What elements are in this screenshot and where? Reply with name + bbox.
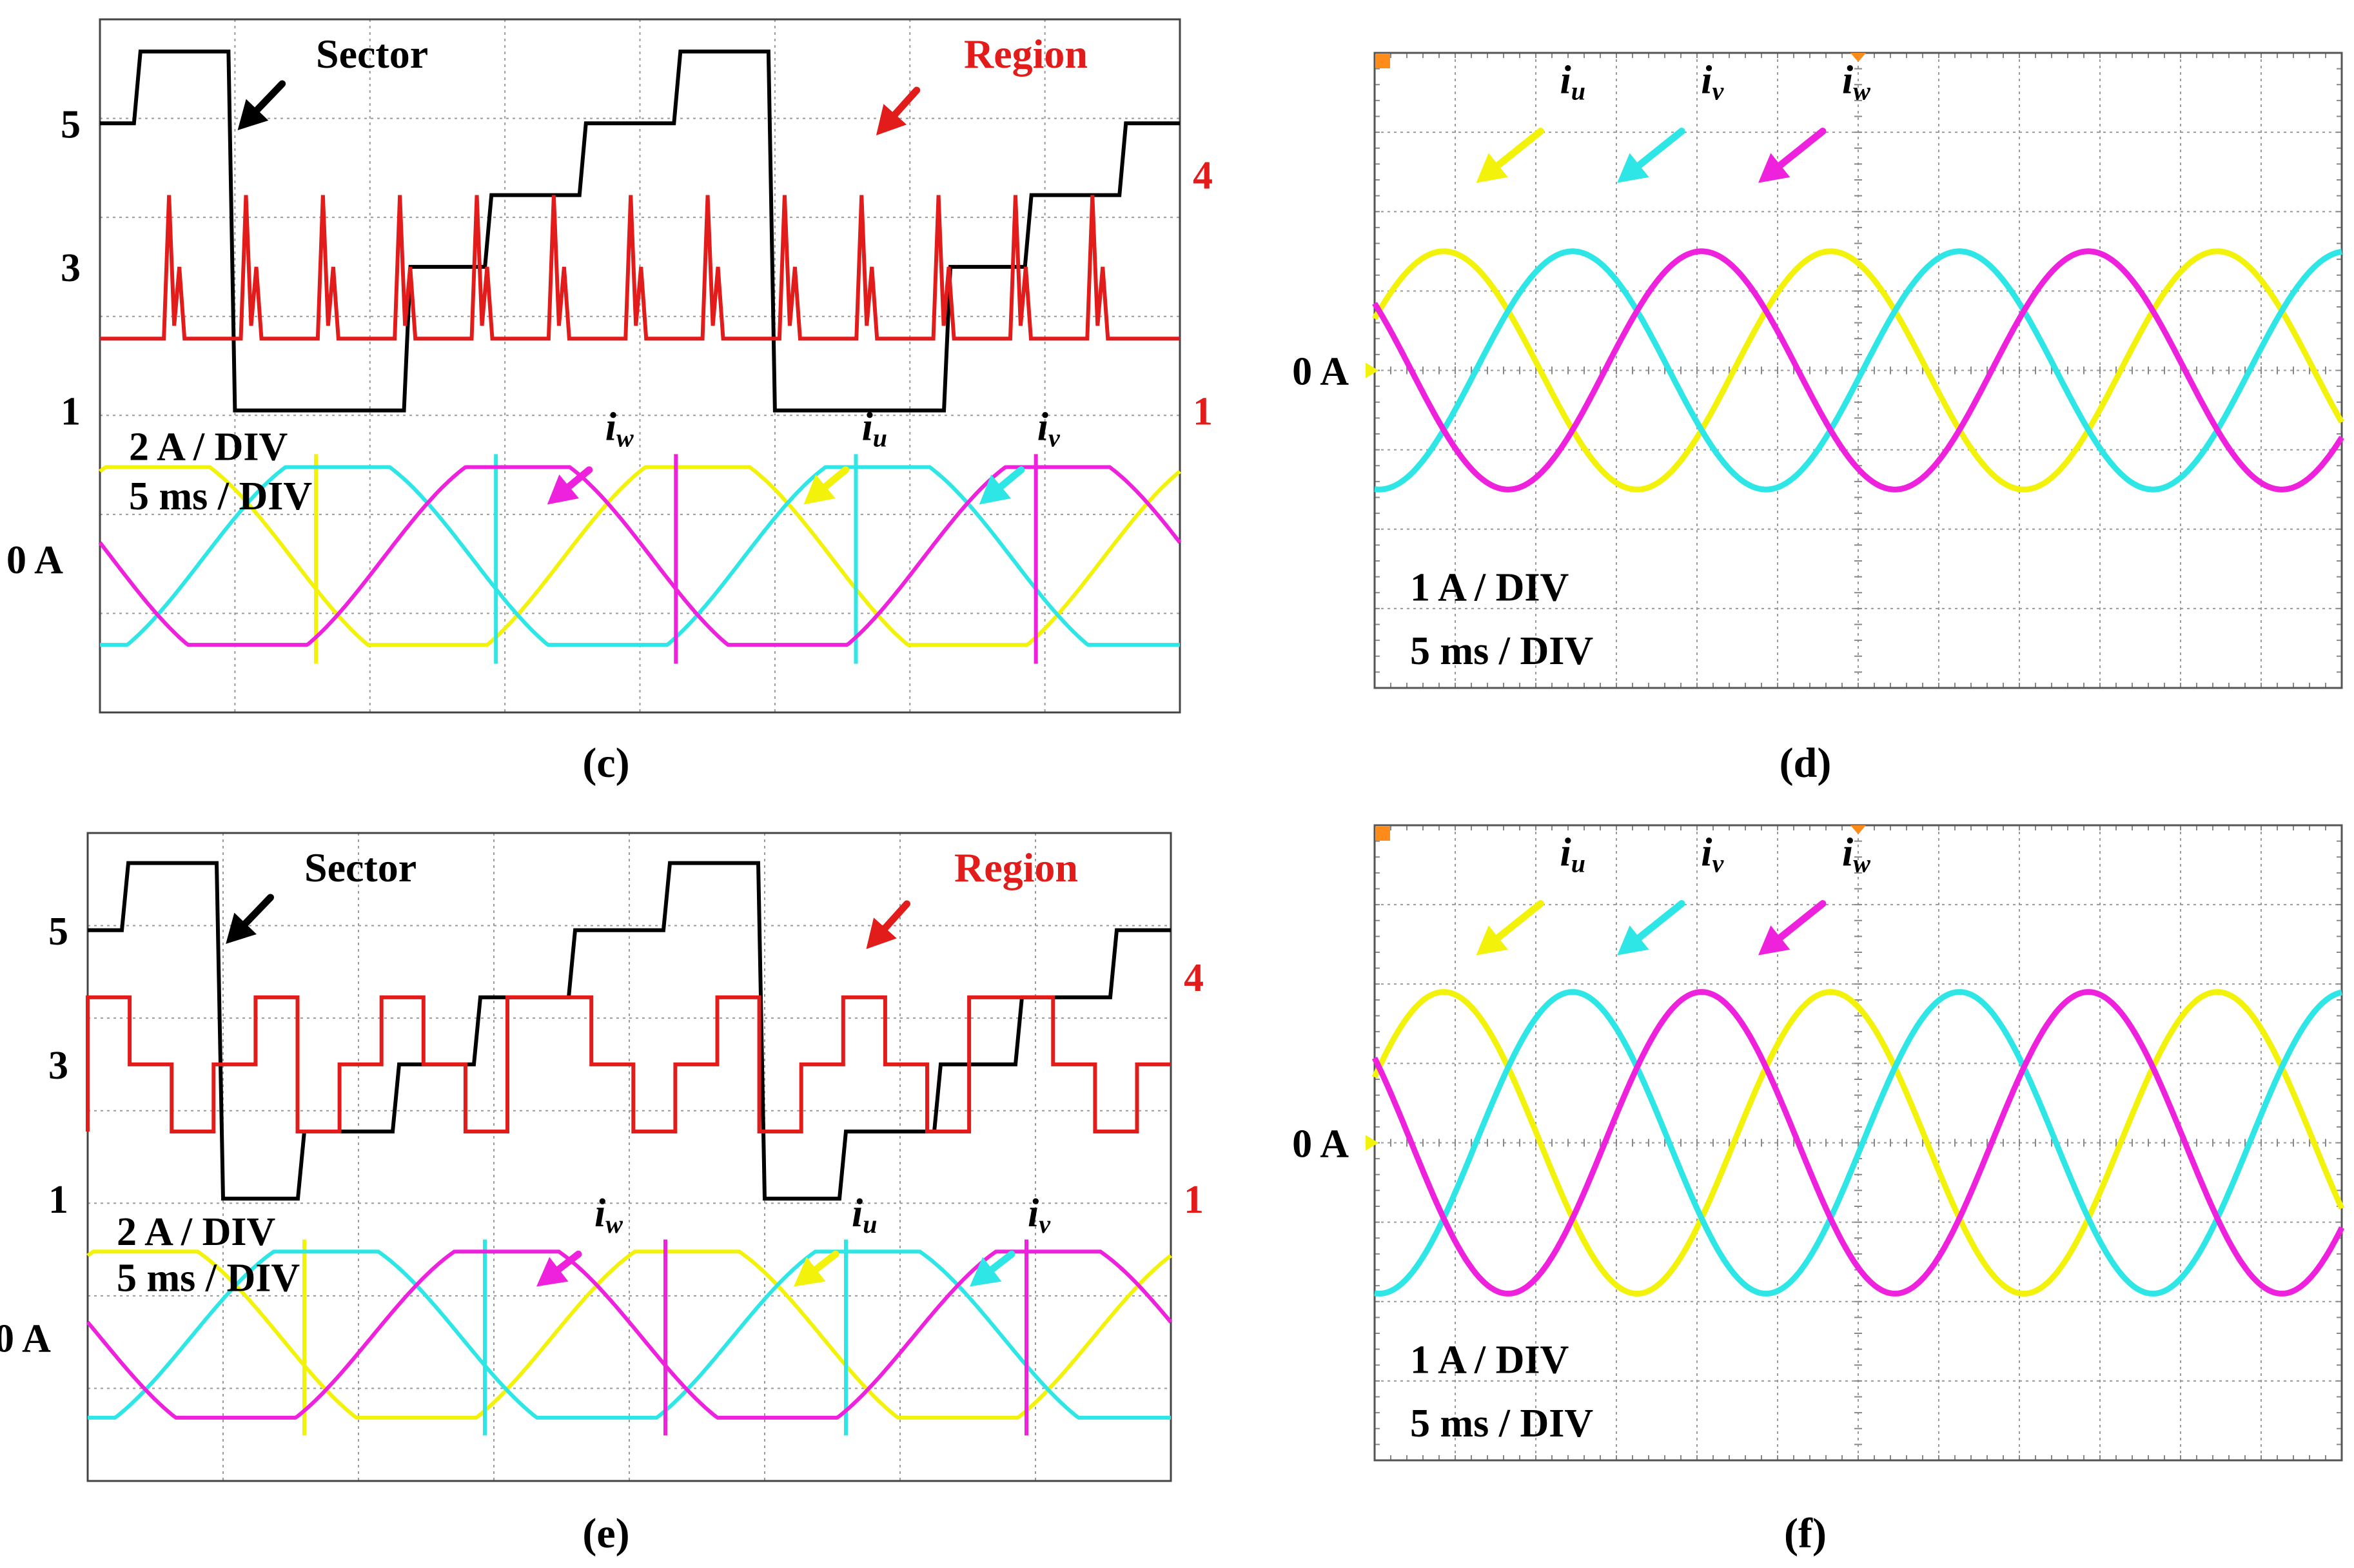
tick-right: 4 — [1184, 956, 1204, 1000]
current-i_v — [1374, 248, 2342, 493]
panel-c: 5 3 1 4 1 0 A Sector Region 2 A / DIV 5 ms / DIV i… — [6, 18, 1213, 787]
label-i_u: iu — [1560, 830, 1585, 877]
tick-left: 5 — [48, 910, 68, 954]
sector-trace — [88, 861, 1171, 1201]
arrow-i_v — [1617, 900, 1685, 956]
zero-label: 0 A — [0, 1317, 51, 1360]
caption-e: (e) — [582, 1510, 629, 1557]
sector-label: Sector — [316, 31, 428, 77]
region-label: Region — [964, 31, 1088, 77]
tick-left: 3 — [48, 1044, 68, 1088]
region-arrow — [866, 900, 910, 949]
current-i_v — [100, 465, 1180, 647]
current-i_w — [86, 1250, 1173, 1420]
scale-time: 5 ms / DIV — [1410, 1402, 1593, 1446]
arrow-i_w — [1758, 128, 1827, 183]
arrow-i_u — [1476, 128, 1544, 183]
current-i_w — [1371, 989, 2345, 1297]
trigger-marker-icon — [1376, 827, 1390, 841]
label-i_v: iv — [1701, 830, 1724, 877]
arrow-i_u — [1476, 900, 1544, 956]
trigger-position-icon — [1850, 53, 1866, 62]
label-i_v: iv — [1037, 406, 1061, 453]
current-i_v — [88, 1250, 1171, 1420]
zero-label: 0 A — [1292, 350, 1349, 394]
label-i_v: iv — [1028, 1191, 1051, 1239]
scale-time: 5 ms / DIV — [1410, 629, 1593, 673]
trigger-marker-icon — [1376, 54, 1390, 68]
label-i_w: iw — [1842, 830, 1870, 877]
arrow-i_w — [547, 466, 593, 505]
scale-amp: 2 A / DIV — [117, 1210, 276, 1254]
panel-f: 0 A 1 A / DIV 5 ms / DIV iu iv iw (f) — [1292, 824, 2345, 1557]
current-i_u — [1372, 248, 2344, 493]
scale-amp: 1 A / DIV — [1410, 566, 1569, 610]
arrow-i_v — [979, 466, 1025, 505]
plot-frame — [86, 832, 1172, 1482]
region-trace — [100, 195, 1180, 341]
region-arrow — [876, 86, 921, 135]
current-i_w — [98, 465, 1182, 647]
zero-label: 0 A — [1292, 1122, 1349, 1166]
caption-c: (c) — [582, 740, 629, 787]
panel-d: 0 A 1 A / DIV 5 ms / DIV iu iv iw (d) — [1292, 52, 2344, 787]
tick-left: 5 — [61, 103, 81, 146]
tick-left: 1 — [48, 1178, 68, 1222]
label-i_w: iw — [594, 1191, 623, 1239]
scale-amp: 2 A / DIV — [129, 425, 288, 469]
label-i_u: iu — [1560, 58, 1585, 105]
label-i_v: iv — [1701, 58, 1724, 105]
current-i_u — [86, 1250, 1172, 1420]
sector-label: Sector — [304, 845, 417, 890]
current-i_u — [99, 465, 1181, 647]
tick-right: 4 — [1193, 154, 1213, 198]
plot-frame — [99, 18, 1181, 714]
sector-arrow — [226, 894, 274, 944]
caption-d: (d) — [1780, 740, 1832, 787]
current-i_u — [1371, 989, 2345, 1297]
label-i_u: iu — [862, 406, 887, 453]
label-i_w: iw — [1842, 58, 1870, 105]
tick-right: 1 — [1193, 390, 1213, 434]
current-i_v — [1374, 989, 2342, 1297]
scale-amp: 1 A / DIV — [1410, 1338, 1569, 1382]
arrow-i_u — [803, 466, 850, 505]
arrow-i_u — [794, 1250, 839, 1287]
label-i_w: iw — [605, 406, 634, 453]
arrow-i_w — [1758, 900, 1827, 956]
trigger-position-icon — [1850, 825, 1866, 834]
sector-arrow — [237, 80, 286, 130]
tick-left: 1 — [61, 390, 81, 434]
tick-right: 1 — [1184, 1178, 1204, 1222]
caption-f: (f) — [1784, 1510, 1827, 1557]
sector-trace — [100, 49, 1180, 413]
arrow-i_w — [536, 1250, 582, 1287]
zero-label: 0 A — [6, 538, 63, 582]
tick-left: 3 — [61, 246, 81, 290]
channel-marker-icon — [1366, 362, 1378, 378]
grid — [1374, 52, 2342, 689]
scale-time: 5 ms / DIV — [129, 475, 312, 518]
scale-time: 5 ms / DIV — [117, 1257, 300, 1300]
channel-marker-icon — [1366, 1135, 1378, 1151]
label-i_u: iu — [852, 1191, 877, 1239]
region-label: Region — [954, 845, 1078, 890]
arrow-i_v — [970, 1250, 1015, 1287]
arrow-i_v — [1617, 128, 1685, 183]
current-i_w — [1372, 248, 2344, 493]
region-trace — [86, 995, 1171, 1134]
